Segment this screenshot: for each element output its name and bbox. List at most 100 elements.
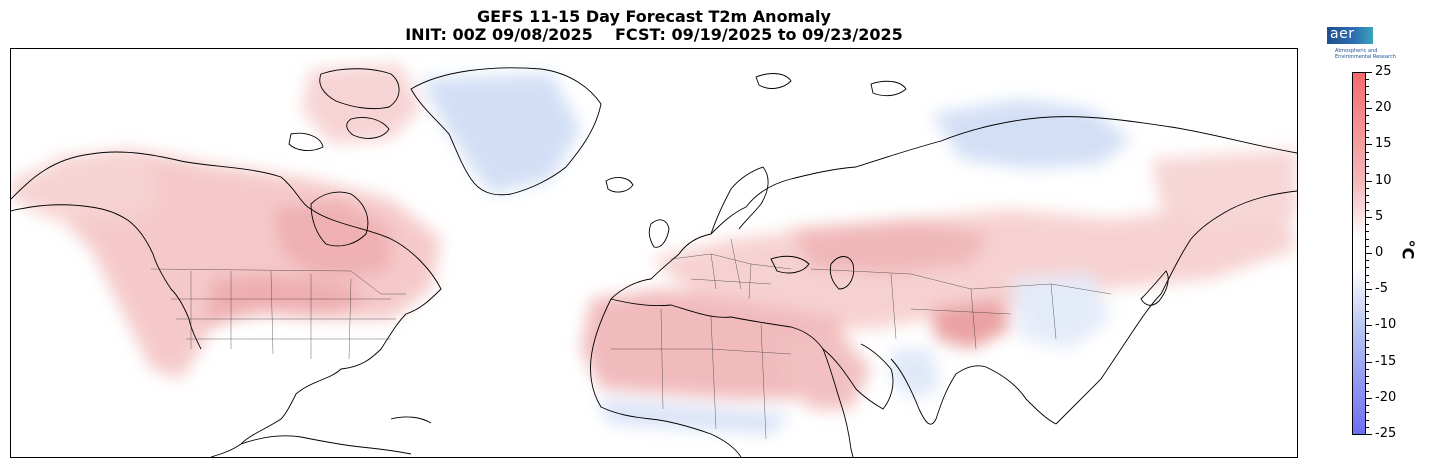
colorbar-minor-tick [1366,310,1369,312]
colorbar-minor-tick [1366,339,1369,341]
aer-logo-text: aer [1330,26,1355,42]
colorbar-minor-tick [1366,86,1369,88]
colorbar-major-tick [1366,253,1372,254]
colorbar-minor-tick [1366,412,1369,414]
colorbar-minor-tick [1366,390,1369,392]
coastline-black-sea [770,255,810,274]
colorbar-tick-label: -25 [1375,426,1397,441]
colorbar-minor-tick [1366,231,1369,233]
colorbar-minor-tick [1366,267,1369,269]
coastline-japan [1140,270,1169,306]
colorbar-minor-tick [1366,318,1369,320]
cold-region-mongolia [1011,274,1111,349]
colorbar-tick-label: 20 [1375,100,1392,116]
colorbar-tick-label: 0 [1375,245,1384,260]
colorbar-major-tick [1366,144,1372,146]
warm-region-far-east [1151,149,1297,229]
colorbar-minor-tick [1366,419,1369,421]
colorbar-minor-tick [1366,405,1369,407]
colorbar-minor-tick [1366,158,1369,160]
border-asia [810,268,1112,350]
colorbar-minor-tick [1366,296,1369,298]
colorbar-tick-label: -20 [1375,389,1397,405]
colorbar-minor-tick [1366,100,1369,102]
colorbar-minor-tick [1366,274,1369,276]
colorbar-minor-tick [1366,79,1369,81]
colorbar-minor-tick [1366,303,1369,305]
colorbar [1352,72,1366,435]
colorbar-minor-tick [1366,93,1369,95]
colorbar-major-tick [1366,108,1372,110]
colorbar-minor-tick [1366,151,1369,153]
warm-core-canada [271,199,391,279]
colorbar-minor-tick [1366,281,1369,283]
colorbar-minor-tick [1366,129,1369,131]
colorbar-tick-label: -15 [1375,353,1397,369]
colorbar-minor-tick [1366,166,1369,168]
cold-region-sahel [596,399,791,434]
colorbar-tick-label: -5 [1375,281,1388,297]
aer-logo-mark: aer [1327,26,1373,44]
colorbar-minor-tick [1366,187,1369,189]
warm-region-sahara [581,289,851,399]
colorbar-minor-tick [1366,368,1369,370]
aer-logo: aer Atmospheric and Environmental Resear… [1327,26,1407,63]
colorbar-ticks: 25 20 15 10 5 0 -5 -10 -15 -20 -25 [1366,65,1426,441]
colorbar-minor-tick [1366,245,1369,247]
border-africa [611,308,792,440]
colorbar-minor-tick [1366,224,1369,226]
logo-tagline-line-2: Environmental Research [1335,54,1396,60]
coastline-arabia [822,343,894,410]
colorbar-minor-tick [1366,260,1369,262]
warm-core-us-west [206,274,371,329]
colorbar-minor-tick [1366,354,1369,356]
anomaly-map [10,48,1298,458]
colorbar-minor-tick [1366,202,1369,204]
coastline-east-asia [985,293,1162,425]
coastline-iceland [605,177,634,193]
coastline-arctic-islands [288,68,400,151]
warm-core-kazakhstan [791,219,991,274]
colorbar-minor-tick [1366,332,1369,334]
colorbar-minor-tick [1366,426,1369,428]
colorbar-minor-tick [1366,376,1369,378]
colorbar-minor-tick [1366,137,1369,139]
coastline-svalbard [755,73,907,97]
colorbar-minor-tick [1366,173,1369,175]
aer-logo-tagline: Atmospheric and Environmental Research [1335,48,1415,60]
colorbar-major-tick [1366,325,1372,327]
colorbar-unit: °C [1398,239,1418,260]
colorbar-major-tick [1366,72,1372,73]
coastlines [11,67,1297,457]
border-us-states [171,270,396,360]
colorbar-major-tick [1366,216,1372,218]
colorbar-tick-label: 25 [1375,64,1392,79]
warm-region-arabia [781,334,871,409]
colorbar-tick-label: -10 [1375,317,1397,333]
colorbar-minor-tick [1366,347,1369,349]
map-subtitle: INIT: 00Z 09/08/2025 FCST: 09/19/2025 to… [405,25,903,44]
cold-region-greenland [421,74,581,194]
colorbar-minor-tick [1366,122,1369,124]
political-borders [150,238,1112,440]
colorbar-tick-label: 5 [1375,208,1384,224]
border-europe [670,238,792,300]
colorbar-major-tick [1366,361,1372,363]
warm-core-tibet [931,299,1011,349]
coastline-north-america [11,151,442,457]
colorbar-major-tick [1366,397,1372,399]
coastline-hudson-bay [310,191,369,247]
colorbar-major-tick [1366,289,1372,291]
colorbar-tick-label: 15 [1375,136,1392,152]
coastline-mediterranean [610,298,824,350]
anomaly-shading [11,64,1297,434]
warm-region-arctic-islands [301,64,421,144]
coastline-europe [610,116,1297,300]
map-svg [11,64,1297,457]
border-canada-us [150,268,406,295]
colorbar-minor-tick [1366,209,1369,211]
colorbar-minor-tick [1366,383,1369,385]
coastline-central-america [240,416,432,455]
logo-tagline-line-1: Atmospheric and [1335,48,1378,54]
coastline-britain [648,219,670,248]
